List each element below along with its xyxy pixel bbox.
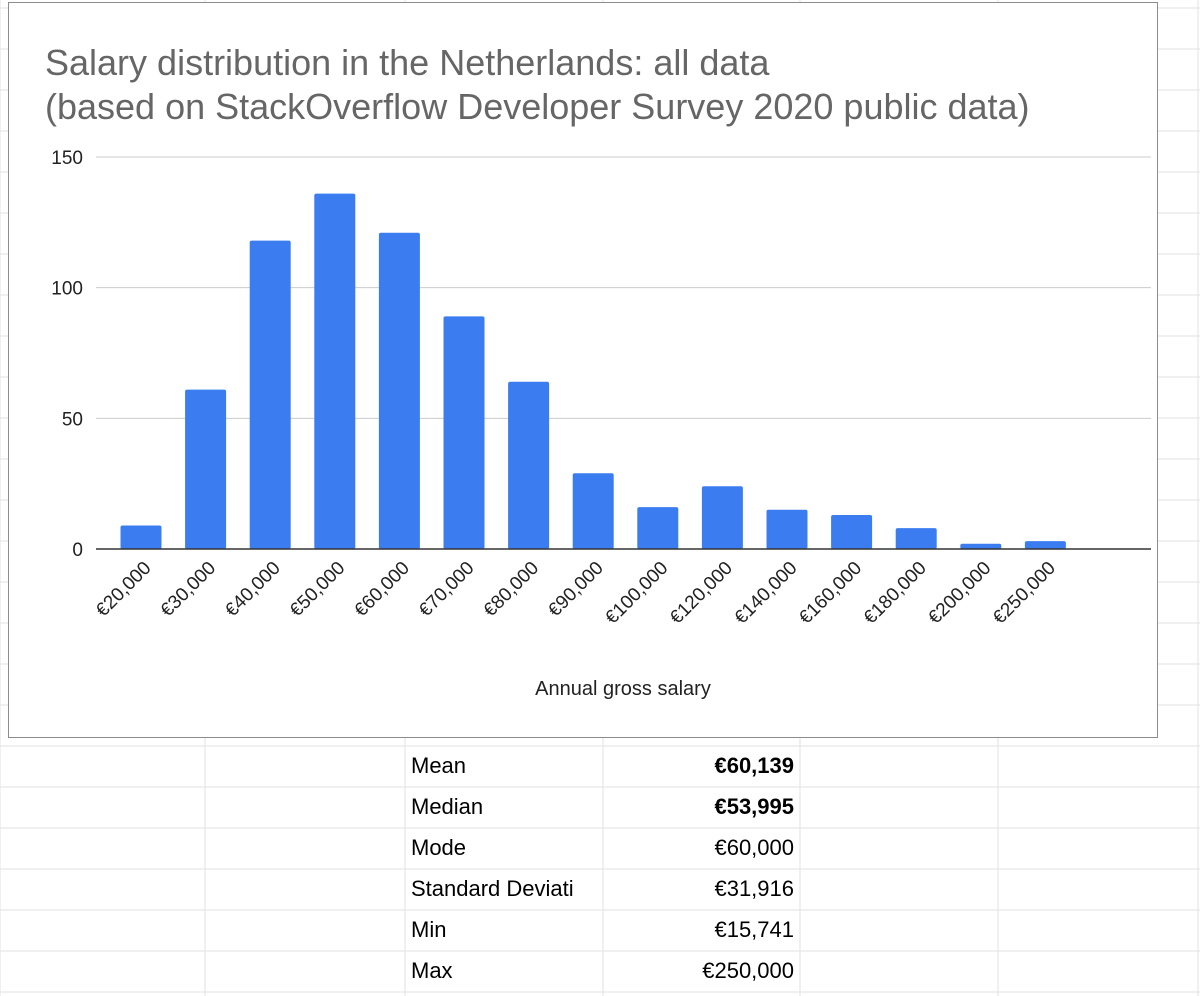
stat-value: €60,139 <box>714 753 794 778</box>
x-tick-label: €200,000 <box>924 558 995 629</box>
x-tick-label: €80,000 <box>480 558 543 621</box>
bar[interactable] <box>572 473 614 549</box>
x-tick-label: €180,000 <box>860 558 931 629</box>
stat-label: Min <box>411 917 447 942</box>
stat-label: Mode <box>411 835 467 860</box>
y-tick-labels: 0 50 100 150 <box>51 148 83 561</box>
y-tick-label: 0 <box>72 540 83 561</box>
stat-label: Median <box>411 794 484 819</box>
bar[interactable] <box>831 515 873 549</box>
chart-svg: Salary distribution in the Netherlands: … <box>45 42 1151 700</box>
histogram-chart[interactable]: Salary distribution in the Netherlands: … <box>8 2 1158 738</box>
bar[interactable] <box>120 525 162 549</box>
x-tick-labels: €20,000 €30,000 €40,000 €50,000 €60,000 €70,0… <box>92 558 1060 629</box>
x-tick-label: €120,000 <box>666 558 737 629</box>
x-tick-label: €50,000 <box>286 558 349 621</box>
bars <box>120 193 1066 550</box>
stat-value: €250,000 <box>702 958 794 983</box>
stat-label: Max <box>411 958 453 983</box>
x-tick-label: €250,000 <box>989 558 1060 629</box>
x-tick-label: €40,000 <box>221 558 284 621</box>
stat-label: Mean <box>411 753 467 778</box>
bar[interactable] <box>378 232 420 549</box>
y-tick-label: 50 <box>62 409 83 430</box>
y-tick-label: 150 <box>51 148 83 169</box>
stat-value: €31,916 <box>714 876 794 901</box>
stat-label: Standard Deviati <box>411 876 574 901</box>
chart-title: Salary distribution in the Netherlands: … <box>45 42 770 83</box>
chart-subtitle: (based on StackOverflow Developer Survey… <box>45 86 1030 127</box>
stat-value: €53,995 <box>714 794 794 819</box>
stat-value: €15,741 <box>714 917 794 942</box>
bar[interactable] <box>249 240 291 550</box>
bar[interactable] <box>637 507 679 549</box>
bar[interactable] <box>443 316 485 549</box>
x-tick-label: €20,000 <box>92 558 155 621</box>
bar[interactable] <box>185 389 227 549</box>
x-tick-label: €100,000 <box>601 558 672 629</box>
bar[interactable] <box>766 509 808 549</box>
stat-value: €60,000 <box>714 835 794 860</box>
x-tick-label: €90,000 <box>544 558 607 621</box>
bar[interactable] <box>960 543 1002 549</box>
bar[interactable] <box>508 381 550 549</box>
x-tick-label: €60,000 <box>351 558 414 621</box>
x-tick-label: €140,000 <box>731 558 802 629</box>
bar[interactable] <box>895 528 937 549</box>
bar[interactable] <box>1024 541 1066 549</box>
x-tick-label: €30,000 <box>157 558 220 621</box>
y-tick-label: 100 <box>51 279 83 300</box>
x-tick-label: €70,000 <box>415 558 478 621</box>
x-tick-label: €160,000 <box>795 558 866 629</box>
bar[interactable] <box>701 486 743 549</box>
bar[interactable] <box>314 193 356 549</box>
x-axis-label: Annual gross salary <box>535 678 711 700</box>
